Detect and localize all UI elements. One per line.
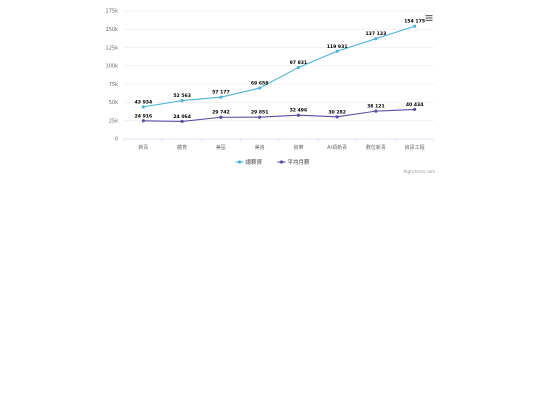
x-tick-label: 新青 [138,144,148,151]
data-point[interactable] [335,115,339,119]
data-label: 38 121 [367,104,385,110]
data-point[interactable] [374,109,378,113]
grid-lines [124,10,434,121]
data-label: 137 133 [365,31,386,37]
data-point[interactable] [296,65,300,70]
data-point[interactable] [413,24,417,28]
data-point[interactable] [180,98,184,103]
data-label: 119 931 [327,44,348,50]
data-label: 30 282 [328,109,346,115]
data-label: 24 064 [173,114,191,120]
legend-label: 總薪資 [246,158,263,166]
data-label: 40 434 [406,102,424,108]
data-point[interactable] [180,119,184,123]
data-label: 43 934 [135,99,153,105]
x-tick-label: 資訊工程 [405,144,425,151]
data-label: 97 831 [290,60,308,66]
y-tick-label: 75k [109,82,118,88]
y-tick-label: 50k [109,100,118,106]
y-tick-label: 175k [106,9,119,15]
data-point[interactable] [258,115,262,119]
data-label: 24 916 [135,113,153,119]
y-tick-label: 100k [106,64,119,70]
data-labels: 43 934 52 563 57 177 69 658 97 831 119 931 137… [135,19,425,120]
data-label: 32 496 [290,108,308,114]
y-tick-label: 125k [106,45,119,51]
data-point[interactable] [141,105,145,109]
x-tick-label: 美區 [216,144,226,151]
legend-marker [279,160,284,164]
data-label: 69 658 [251,81,269,87]
legend-label: 平均月薪 [288,158,311,166]
series-line-1 [143,25,415,108]
data-label: 154 175 [404,19,425,25]
y-tick-label: 25k [109,118,118,124]
data-point[interactable] [219,115,223,119]
series-group [141,24,417,123]
legend-marker [237,160,242,164]
x-tick-label: 體育 [177,144,187,151]
hamburger-menu-icon[interactable] [425,14,433,22]
y-tick-label: 0 [115,137,118,143]
data-point[interactable] [219,95,223,99]
x-tick-label: 資樂 [293,144,303,151]
credits-text[interactable]: Highcharts.com [404,169,436,174]
legend: 總薪資 平均月薪 [235,158,311,166]
axes: 0 25k 50k 75k 100k 125k 150k 175k 新青 體育 美區 美洛 資樂 AI領新… [106,9,435,151]
series-line-2 [143,108,415,122]
data-label: 29 742 [212,110,230,116]
x-tick-label: 美洛 [255,144,265,151]
data-label: 57 177 [212,90,230,96]
data-point[interactable] [374,37,378,41]
y-tick-label: 150k [106,27,119,33]
data-label: 29 851 [251,110,269,116]
data-point[interactable] [335,49,339,53]
data-label: 52 563 [173,93,191,99]
data-point[interactable] [413,107,417,112]
data-point[interactable] [296,113,300,117]
legend-item-2[interactable]: 平均月薪 [277,158,311,166]
data-point[interactable] [141,119,145,123]
x-tick-label: 數位新青 [366,144,386,151]
data-point[interactable] [258,86,262,90]
x-tick-label: AI領新青 [327,144,347,151]
legend-item-1[interactable]: 總薪資 [235,158,263,166]
